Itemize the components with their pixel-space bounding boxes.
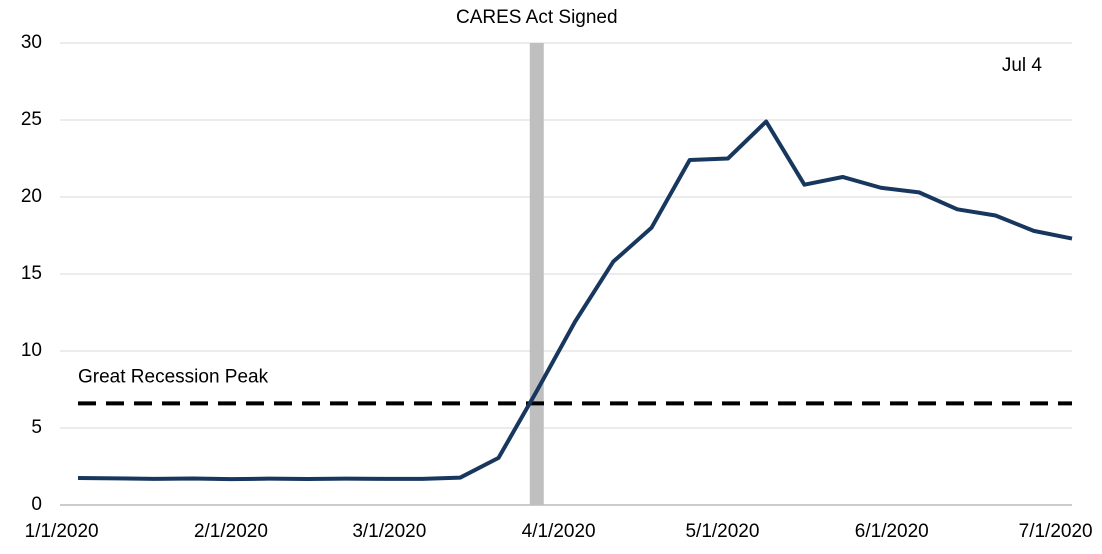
x-tick-label: 6/1/2020	[855, 521, 929, 542]
cares-band	[529, 43, 544, 505]
y-tick-label: 5	[31, 417, 42, 438]
y-tick-label: 15	[21, 263, 42, 284]
y-tick-label: 25	[21, 109, 42, 130]
series-line	[77, 119, 1073, 482]
y-tick-label: 20	[21, 186, 42, 207]
x-tick-label: 3/1/2020	[352, 521, 426, 542]
y-tick-label: 30	[21, 32, 42, 53]
x-tick-label: 4/1/2020	[522, 521, 596, 542]
x-tick-label: 2/1/2020	[194, 521, 268, 542]
cares-label: CARES Act Signed	[456, 7, 618, 28]
recession-label: Great Recession Peak	[78, 366, 269, 387]
annotation: Jul 4	[1002, 55, 1043, 76]
x-tick-label: 7/1/2020	[1019, 521, 1093, 542]
x-tick-label: 1/1/2020	[25, 521, 99, 542]
y-tick-label: 10	[21, 340, 42, 361]
x-tick-label: 5/1/2020	[685, 521, 759, 542]
y-tick-label: 0	[31, 494, 42, 515]
